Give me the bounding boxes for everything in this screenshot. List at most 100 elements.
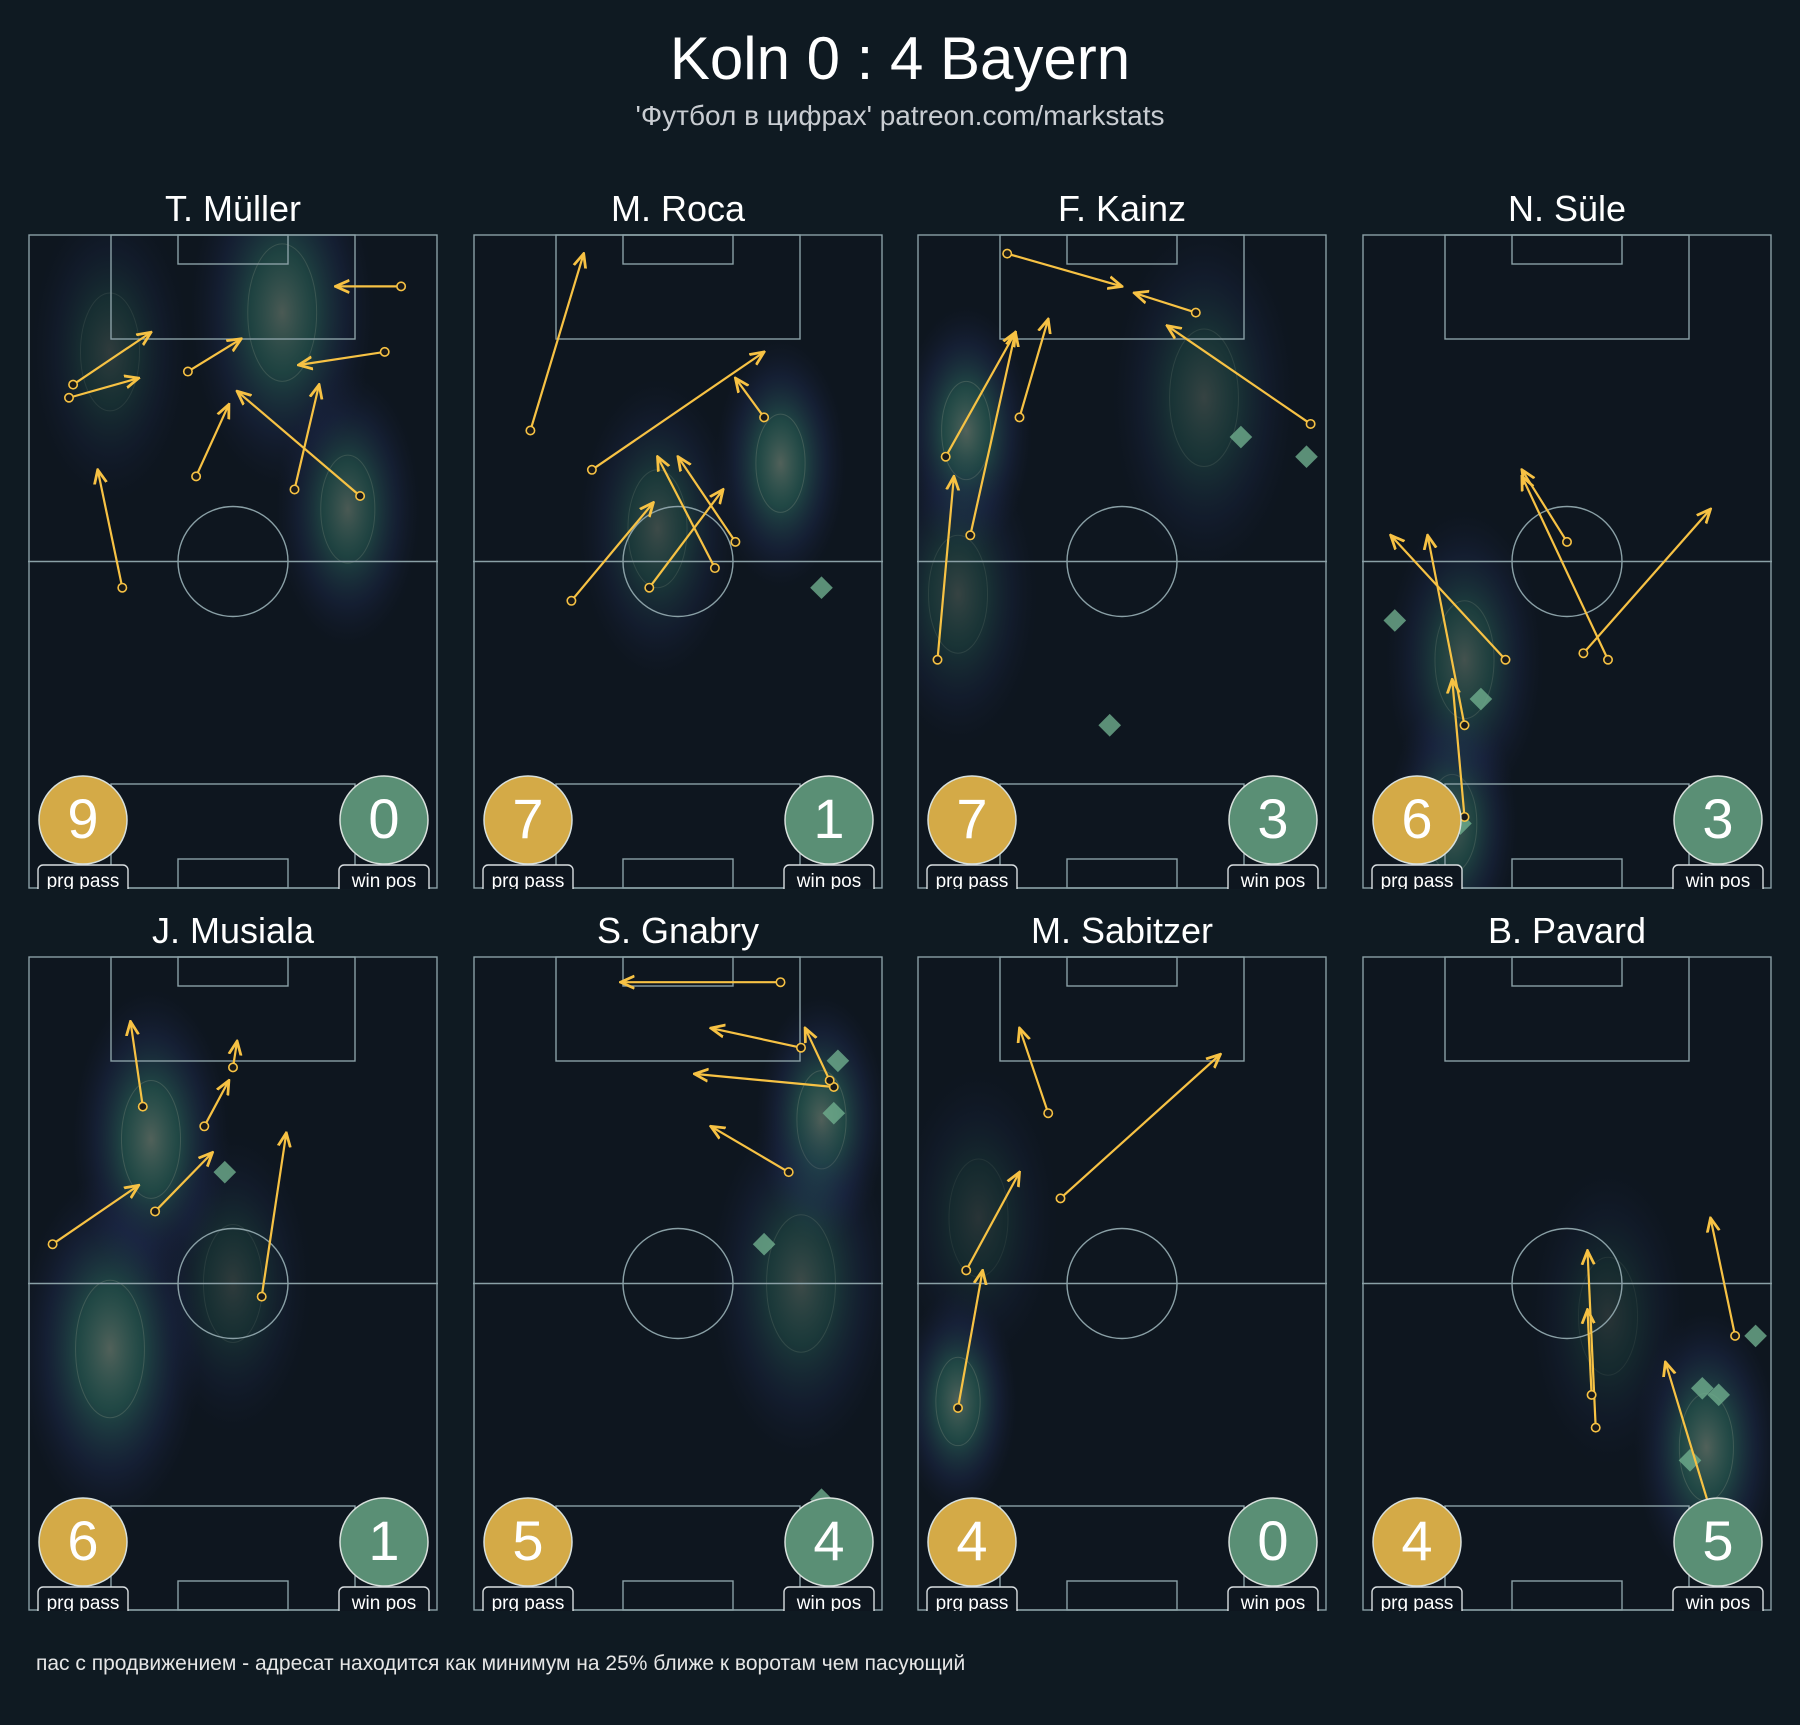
player-name: S. Gnabry <box>596 910 760 951</box>
goal-box-bottom <box>1511 1580 1623 1611</box>
pass-origin-marker <box>961 1265 972 1276</box>
pass-origin-marker <box>783 1167 794 1178</box>
pass-arrow <box>570 503 653 602</box>
goal-box-top <box>622 234 734 265</box>
pass-origin-marker <box>289 484 300 495</box>
pass-origin-marker <box>1586 1389 1597 1400</box>
pass-arrow <box>591 352 764 471</box>
pass-origin-marker <box>379 346 390 357</box>
pass-arrow <box>237 391 361 497</box>
pass-origin-marker <box>1190 307 1201 318</box>
prg-pass-label: prg pass <box>492 871 565 889</box>
density-contour <box>1577 1256 1639 1376</box>
win-position-marker <box>1707 1383 1731 1407</box>
player-panel: S. Gnabry 5 prg pass 4 win pos <box>473 906 883 1616</box>
goal-box-bottom <box>1511 858 1623 889</box>
pass-arrow <box>711 1126 790 1174</box>
player-panel: M. Sabitzer 4 prg pass 0 win pos <box>917 906 1327 1616</box>
prg-pass-value: 5 <box>512 1509 543 1572</box>
density-blob <box>1529 1166 1687 1466</box>
prg-pass-value: 7 <box>956 787 987 850</box>
prg-pass-value: 6 <box>1401 787 1432 850</box>
win-pos-value: 1 <box>813 787 844 850</box>
prg-pass-badge: 7 prg pass <box>926 775 1018 889</box>
pass-arrow <box>956 1270 983 1409</box>
pass-arrow <box>131 1022 144 1107</box>
goal-box-top <box>622 956 734 987</box>
center-circle <box>1066 1227 1178 1340</box>
pass-arrow <box>965 1172 1019 1271</box>
win-pos-badge: 0 win pos <box>338 775 430 889</box>
prg-pass-value: 6 <box>67 1509 98 1572</box>
footnote: пас с продвижением - адресат находится к… <box>36 1652 966 1675</box>
pass-arrow <box>678 457 737 543</box>
pass-arrow <box>1391 535 1507 661</box>
goal-box-bottom <box>622 1580 734 1611</box>
player-panel: N. Süle 6 prg pass 3 win pos <box>1362 184 1772 894</box>
pass-arrow <box>1134 293 1197 314</box>
win-pos-badge: 4 win pos <box>783 1497 875 1611</box>
pitch-chart: 9 prg pass 0 win pos <box>28 234 438 889</box>
pass-origin-marker <box>759 412 770 423</box>
pass-origin-marker <box>1305 418 1316 429</box>
pass-arrow <box>944 332 1016 458</box>
pass-arrow <box>154 1153 212 1213</box>
win-pos-badge: 3 win pos <box>1227 775 1319 889</box>
density-blob <box>275 372 420 646</box>
pass-origin-marker <box>1014 412 1025 423</box>
pass-origin-marker <box>191 471 202 482</box>
pass-origin-marker <box>1562 536 1573 547</box>
win-pos-label: win pos <box>351 871 416 889</box>
prg-pass-badge: 5 prg pass <box>482 1497 574 1611</box>
player-name: B. Pavard <box>1487 910 1647 951</box>
goal-box-top <box>177 956 289 987</box>
pass-arrow <box>735 378 765 419</box>
pass-origin-marker <box>117 582 128 593</box>
pass-origin-marker <box>824 1075 835 1086</box>
prg-pass-label: prg pass <box>1381 1593 1454 1611</box>
density-blob <box>31 234 189 502</box>
pass-arrow <box>1006 252 1122 287</box>
pass-origin-marker <box>775 977 786 988</box>
win-pos-label: win pos <box>796 1593 861 1611</box>
prg-pass-value: 4 <box>1401 1509 1432 1572</box>
pass-arrow <box>203 1080 229 1127</box>
win-pos-value: 5 <box>1702 1509 1733 1572</box>
pass-origin-marker <box>199 1121 210 1132</box>
prg-pass-value: 9 <box>67 787 98 850</box>
prg-pass-label: prg pass <box>936 1593 1009 1611</box>
win-pos-badge: 1 win pos <box>338 1497 430 1611</box>
pass-arrow <box>260 1133 287 1297</box>
pass-origin-marker <box>709 563 720 574</box>
prg-pass-label: prg pass <box>936 871 1009 889</box>
density-contour <box>1434 600 1495 720</box>
pass-arrow <box>658 457 716 569</box>
pass-origin-marker <box>1603 654 1614 665</box>
pass-arrow <box>648 489 723 589</box>
prg-pass-badge: 4 prg pass <box>1371 1497 1463 1611</box>
density-contour <box>320 454 376 564</box>
pass-origin-marker <box>355 490 366 501</box>
win-pos-value: 3 <box>1257 787 1288 850</box>
center-circle <box>1066 505 1178 618</box>
pass-origin-marker <box>566 595 577 606</box>
goal-box-top <box>177 234 289 265</box>
pass-origin-marker <box>940 451 951 462</box>
player-panel: T. Müller 9 prg pass 0 win pos <box>28 184 438 894</box>
win-pos-label: win pos <box>1685 1593 1750 1611</box>
goal-box-bottom <box>177 858 289 889</box>
pass-arrow <box>1711 1218 1737 1337</box>
pass-origin-marker <box>68 379 79 390</box>
player-name: N. Süle <box>1507 188 1627 229</box>
pass-origin-marker <box>47 1239 58 1250</box>
pass-origin-marker <box>952 1402 963 1413</box>
pitch-chart: 6 prg pass 3 win pos <box>1362 234 1772 889</box>
player-name: F. Kainz <box>1057 188 1187 229</box>
goal-box-top <box>1066 234 1178 265</box>
win-pos-value: 0 <box>368 787 399 850</box>
pass-origin-marker <box>1055 1193 1066 1204</box>
pass-arrow <box>694 1074 834 1089</box>
density-contour <box>247 243 318 382</box>
pass-origin-marker <box>525 425 536 436</box>
pass-origin-marker <box>1043 1108 1054 1119</box>
